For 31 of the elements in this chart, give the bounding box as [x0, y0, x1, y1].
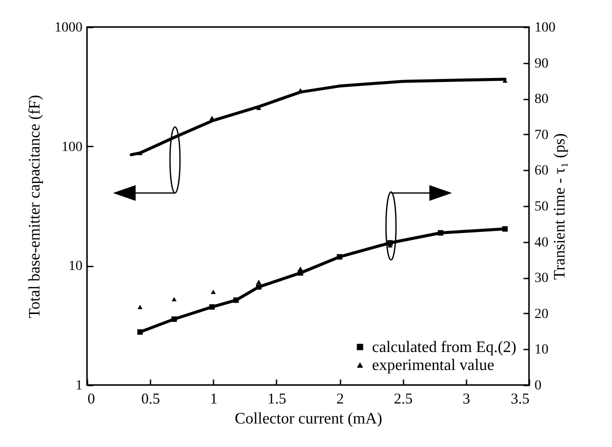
- y-tick-label: 1000: [54, 20, 82, 36]
- y-axis-title: Total base-emitter capacitance (fF): [26, 94, 44, 318]
- x-tick-label: 3.5: [510, 392, 530, 408]
- y2-tick-label: 20: [534, 306, 548, 322]
- line-series: [130, 78, 507, 156]
- x-tick-label: 0: [88, 392, 95, 408]
- x-tick-label: 3: [462, 392, 470, 408]
- y2-tick-label: 0: [534, 378, 542, 394]
- x-tick-label: 2: [336, 392, 344, 408]
- y2-tick-label: 70: [534, 128, 548, 143]
- y-tick-label: 1: [76, 378, 82, 394]
- y-tick-label: 100: [62, 140, 82, 155]
- x-axis-title: Collector current (mA): [234, 410, 382, 428]
- x-tick-label: 0.5: [141, 392, 160, 408]
- x-tick-label: 1.5: [268, 392, 286, 408]
- y2-tick-label: 30: [534, 271, 548, 286]
- y2-tick-label: 60: [534, 164, 548, 179]
- point: [210, 116, 214, 120]
- y2-tick-label: 100: [534, 20, 556, 36]
- y2-tick-label: 50: [534, 200, 548, 214]
- legend-label: calculated from Eq.(2): [372, 339, 516, 356]
- y-tick-label: 10: [68, 259, 82, 274]
- x-tick-label: 2.5: [394, 392, 413, 408]
- point: [138, 150, 142, 156]
- y2-tick-label: 80: [534, 92, 548, 108]
- y2-tick-label: 40: [534, 235, 548, 250]
- y2-tick-label: 10: [534, 342, 548, 358]
- y2-tick-label: 90: [534, 56, 548, 72]
- x-tick-label: 1: [210, 392, 218, 408]
- y2-axis-title: Transient time - τ₁ (ps): [552, 133, 568, 280]
- legend-label: experimental value: [372, 357, 494, 374]
